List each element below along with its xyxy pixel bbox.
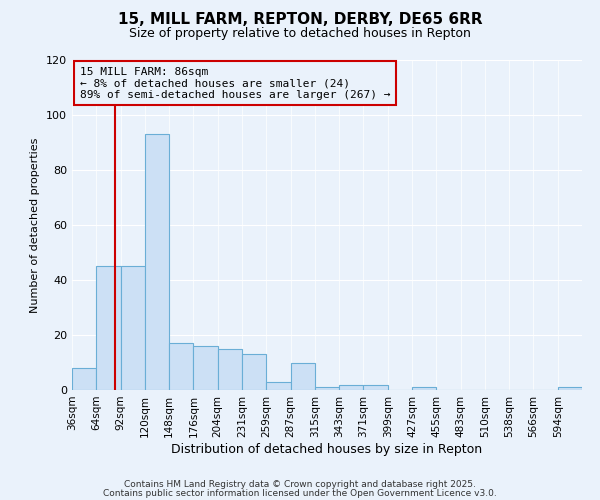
Bar <box>266 382 290 390</box>
Text: 15 MILL FARM: 86sqm
← 8% of detached houses are smaller (24)
89% of semi-detache: 15 MILL FARM: 86sqm ← 8% of detached hou… <box>80 66 390 100</box>
Text: Contains public sector information licensed under the Open Government Licence v3: Contains public sector information licen… <box>103 488 497 498</box>
Bar <box>290 362 315 390</box>
Bar <box>412 387 436 390</box>
Bar <box>72 368 96 390</box>
Bar <box>145 134 169 390</box>
Bar <box>315 387 339 390</box>
Bar <box>339 384 364 390</box>
Bar <box>121 266 145 390</box>
Bar <box>169 343 193 390</box>
Bar <box>558 387 582 390</box>
Text: 15, MILL FARM, REPTON, DERBY, DE65 6RR: 15, MILL FARM, REPTON, DERBY, DE65 6RR <box>118 12 482 28</box>
Bar <box>364 384 388 390</box>
Bar <box>96 266 121 390</box>
Bar <box>218 349 242 390</box>
Bar <box>242 354 266 390</box>
Text: Size of property relative to detached houses in Repton: Size of property relative to detached ho… <box>129 28 471 40</box>
Y-axis label: Number of detached properties: Number of detached properties <box>31 138 40 312</box>
Bar <box>193 346 218 390</box>
X-axis label: Distribution of detached houses by size in Repton: Distribution of detached houses by size … <box>172 442 482 456</box>
Text: Contains HM Land Registry data © Crown copyright and database right 2025.: Contains HM Land Registry data © Crown c… <box>124 480 476 489</box>
